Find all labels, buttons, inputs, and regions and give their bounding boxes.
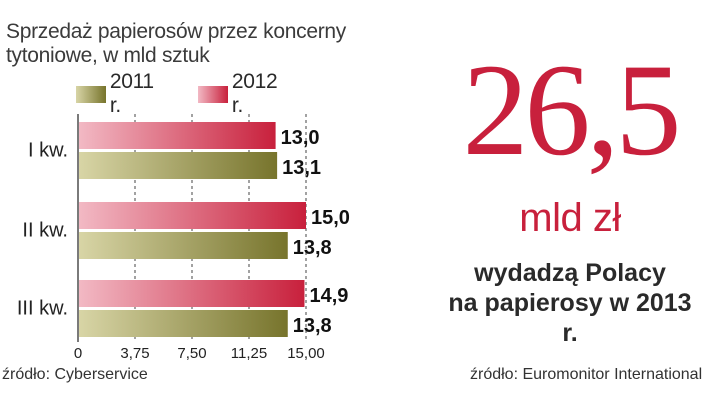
x-tick-label: 7,50 (177, 345, 206, 362)
source-right: źródło: Euromonitor International (470, 366, 703, 383)
bar (79, 232, 288, 259)
x-tick-label: 3,75 (120, 345, 149, 362)
bar (79, 122, 276, 149)
legend-swatch-2012 (198, 85, 228, 103)
caption-line-2: na papierosy w 2013 r. (448, 289, 692, 347)
bar-value-label: 13,1 (282, 157, 321, 179)
bar-value-label: 15,0 (311, 207, 350, 229)
legend-swatch-2011 (76, 85, 106, 103)
highlight-number: 26,5 (462, 36, 682, 183)
bar-value-label: 13,0 (281, 127, 320, 149)
highlight-unit: mld zł (519, 196, 621, 240)
x-tick-label: 15,00 (287, 345, 325, 362)
bar-chart: I kw. 13,0 13,1 II kw. 15,0 13,8 III kw. 14,9 13… (17, 114, 350, 362)
x-tick-label: 0 (74, 345, 82, 362)
legend-label-2012: 2012 r. (231, 70, 278, 117)
chart-title: Sprzedaż papierosów przez koncerny tyton… (6, 20, 346, 67)
legend-item-2011: 2011 r. (76, 70, 160, 117)
category-label: II kw. (22, 220, 68, 242)
caption-line-1: wydadzą Polacy (474, 259, 666, 287)
bar-value-label: 13,8 (293, 237, 332, 259)
category-label: III kw. (17, 298, 68, 320)
legend-item-2012: 2012 r. (198, 70, 284, 117)
legend-label-2011: 2011 r. (109, 70, 154, 117)
bar (79, 202, 306, 229)
category-label: I kw. (28, 140, 68, 162)
x-tick-label: 11,25 (231, 345, 267, 362)
bar-value-label: 14,9 (309, 285, 348, 307)
highlight-caption: wydadzą Polacy na papierosy w 2013 r. (440, 258, 700, 348)
bar (79, 152, 278, 179)
source-left: źródło: Cyberservice (2, 366, 148, 383)
bar (79, 280, 305, 307)
bar (79, 310, 288, 337)
bar-value-label: 13,8 (293, 315, 332, 337)
